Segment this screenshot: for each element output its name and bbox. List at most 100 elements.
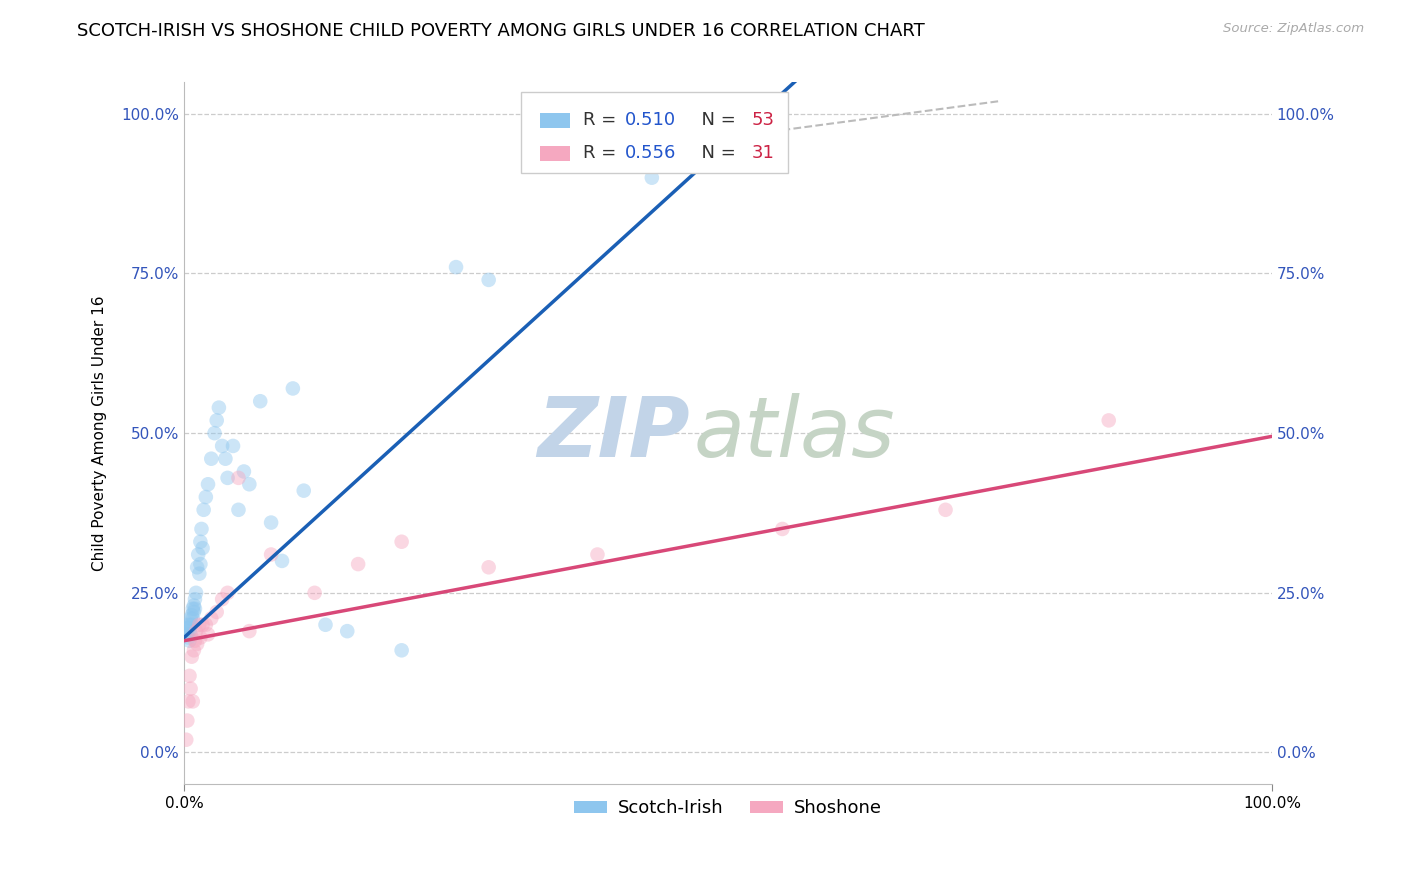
Point [184, 586, 207, 600]
Point [180, 627, 202, 641]
Point [194, 617, 217, 632]
Point [228, 503, 250, 517]
Point [232, 465, 254, 479]
Point [211, 439, 233, 453]
Point [1098, 413, 1121, 427]
Point [205, 413, 228, 427]
FancyBboxPatch shape [540, 112, 571, 128]
Point [336, 624, 359, 639]
Point [249, 394, 271, 409]
Point [292, 483, 315, 498]
Point [181, 694, 204, 708]
Point [347, 557, 370, 571]
Point [186, 637, 208, 651]
Point [208, 401, 231, 415]
Point [180, 681, 202, 696]
Point [177, 621, 200, 635]
Text: ZIP: ZIP [537, 392, 690, 474]
Point [478, 273, 501, 287]
Point [184, 592, 207, 607]
Point [174, 732, 197, 747]
Point [180, 649, 202, 664]
Point [197, 477, 219, 491]
Point [183, 605, 205, 619]
Point [186, 560, 208, 574]
Text: 31: 31 [752, 145, 775, 162]
Point [200, 611, 222, 625]
Point [304, 586, 326, 600]
Point [260, 548, 283, 562]
Point [217, 471, 239, 485]
Point [184, 602, 207, 616]
Point [174, 621, 197, 635]
Text: R =: R = [583, 145, 623, 162]
Point [228, 471, 250, 485]
Text: 0.510: 0.510 [624, 112, 676, 129]
Point [184, 633, 207, 648]
Point [194, 490, 217, 504]
Point [271, 554, 294, 568]
Point [191, 541, 214, 555]
Point [217, 586, 239, 600]
Point [238, 624, 260, 639]
Point [187, 548, 209, 562]
Point [180, 617, 202, 632]
Legend: Scotch-Irish, Shoshone: Scotch-Irish, Shoshone [567, 792, 889, 824]
Point [315, 617, 337, 632]
Point [444, 260, 467, 274]
Point [181, 602, 204, 616]
Point [630, 107, 652, 121]
Text: N =: N = [690, 145, 741, 162]
Point [190, 557, 212, 571]
Text: N =: N = [690, 112, 741, 129]
Point [188, 566, 211, 581]
Point [190, 631, 212, 645]
Text: 53: 53 [752, 112, 775, 129]
Point [391, 643, 413, 657]
Point [200, 451, 222, 466]
Point [183, 643, 205, 657]
Point [214, 451, 236, 466]
Point [205, 605, 228, 619]
Text: atlas: atlas [693, 392, 894, 474]
Text: Source: ZipAtlas.com: Source: ZipAtlas.com [1223, 22, 1364, 36]
Point [193, 503, 215, 517]
Point [190, 534, 212, 549]
Point [179, 624, 201, 639]
Point [180, 608, 202, 623]
Point [184, 624, 207, 639]
Point [197, 627, 219, 641]
Point [180, 611, 202, 625]
Point [391, 534, 413, 549]
Point [181, 611, 204, 625]
Point [211, 592, 233, 607]
Point [191, 617, 214, 632]
Point [188, 617, 211, 632]
Point [183, 599, 205, 613]
Text: 0.556: 0.556 [624, 145, 676, 162]
Point [260, 516, 283, 530]
Point [176, 714, 198, 728]
Text: SCOTCH-IRISH VS SHOSHONE CHILD POVERTY AMONG GIRLS UNDER 16 CORRELATION CHART: SCOTCH-IRISH VS SHOSHONE CHILD POVERTY A… [77, 22, 925, 40]
Point [204, 426, 226, 441]
Text: R =: R = [583, 112, 623, 129]
FancyBboxPatch shape [522, 93, 787, 173]
Point [176, 627, 198, 641]
Point [177, 631, 200, 645]
Point [190, 522, 212, 536]
Point [478, 560, 501, 574]
Point [179, 633, 201, 648]
Point [176, 617, 198, 632]
Point [222, 439, 245, 453]
Point [641, 170, 664, 185]
Point [179, 669, 201, 683]
Point [177, 694, 200, 708]
FancyBboxPatch shape [540, 145, 571, 161]
Point [586, 107, 609, 121]
Point [238, 477, 260, 491]
Point [770, 522, 793, 536]
Point [281, 381, 304, 395]
Point [586, 548, 609, 562]
Y-axis label: Child Poverty Among Girls Under 16: Child Poverty Among Girls Under 16 [93, 295, 107, 571]
Point [935, 503, 957, 517]
